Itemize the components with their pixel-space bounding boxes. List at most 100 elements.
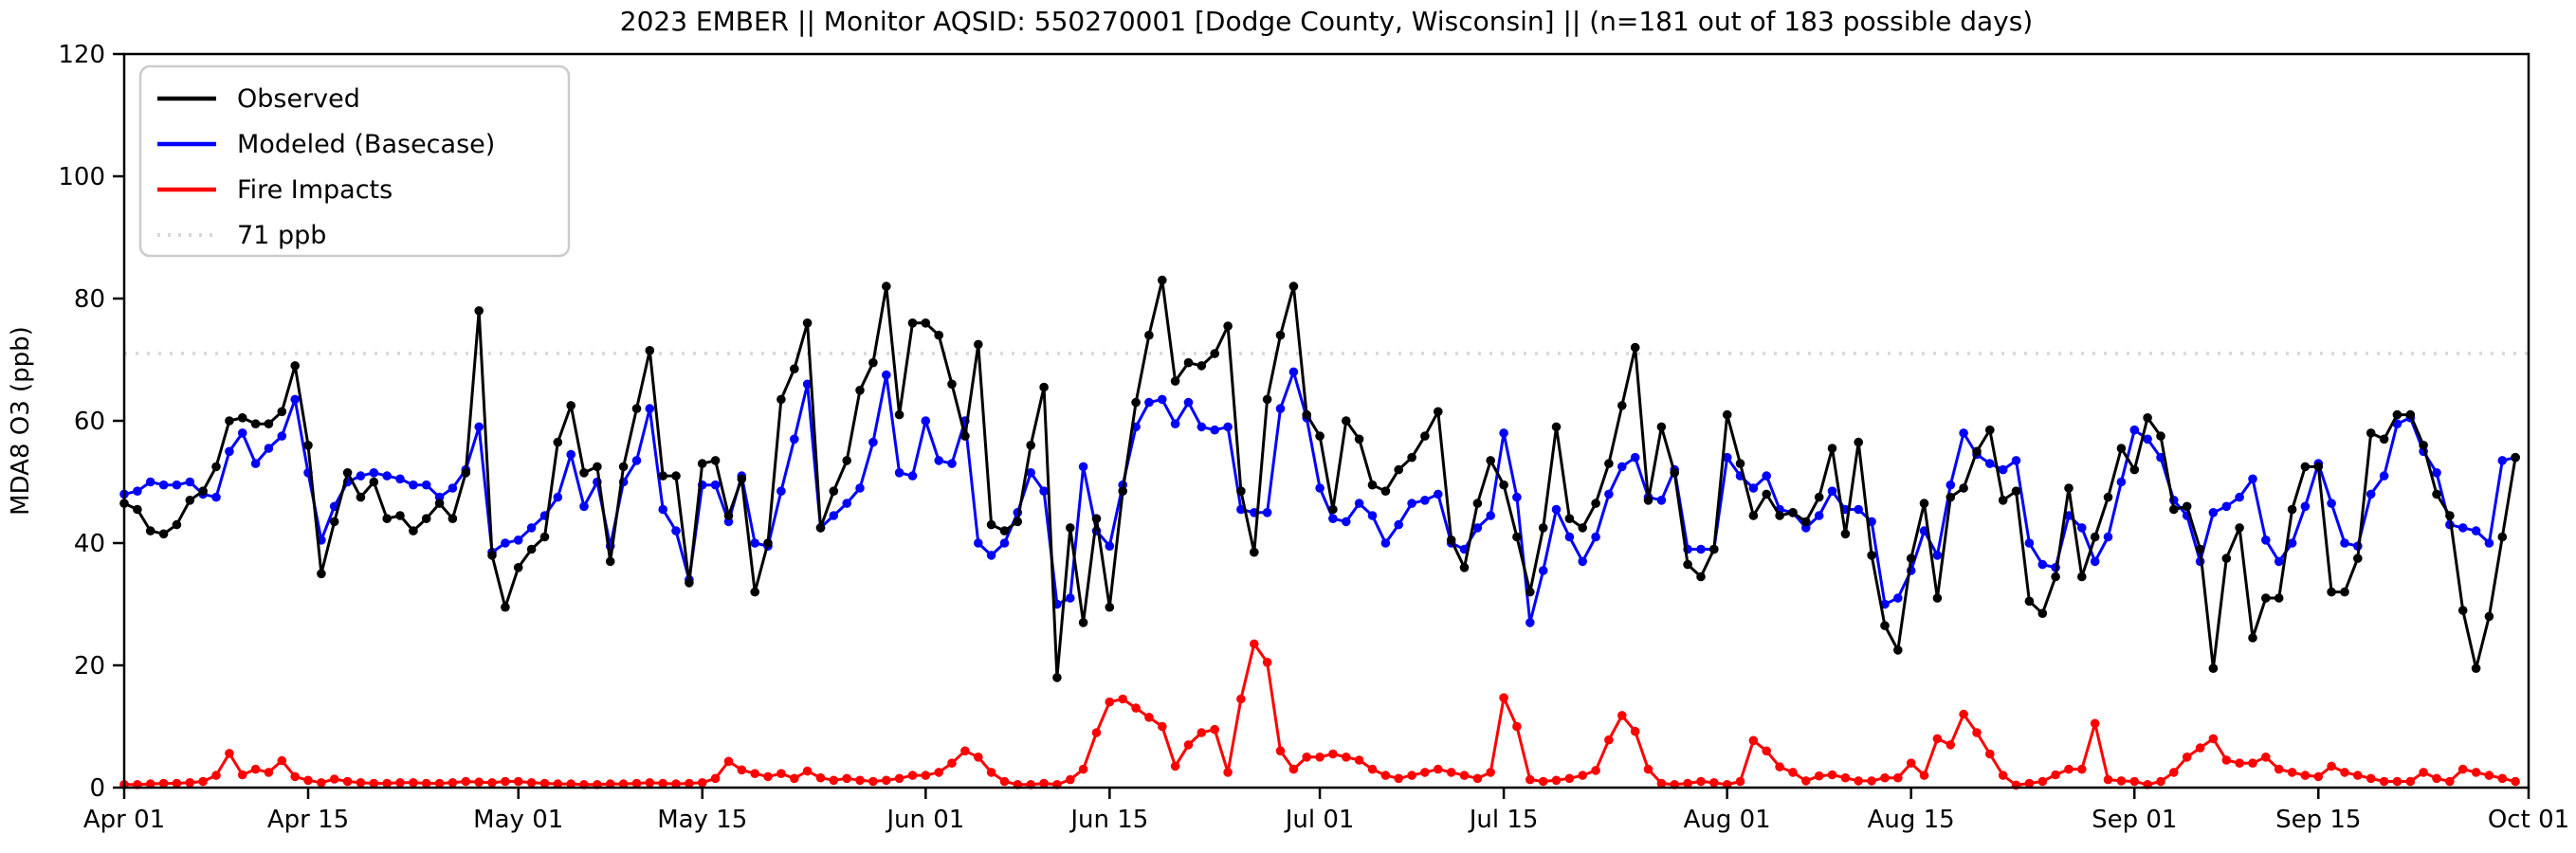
data-point: [815, 523, 826, 533]
data-point: [802, 766, 813, 776]
data-point: [1683, 778, 1692, 789]
data-point: [1486, 456, 1495, 465]
data-point: [579, 468, 589, 478]
data-point: [1288, 367, 1299, 377]
data-point: [2064, 483, 2074, 493]
data-point: [1223, 321, 1233, 331]
data-point: [1223, 768, 1233, 777]
data-point: [277, 407, 287, 417]
data-point: [1591, 499, 1600, 508]
data-point: [1026, 468, 1035, 478]
data-point: [1210, 349, 1219, 358]
data-point: [2051, 572, 2060, 582]
data-point: [907, 771, 918, 780]
data-point: [2195, 544, 2205, 554]
data-point: [2261, 535, 2271, 545]
data-point: [1762, 471, 1771, 481]
legend-label-observed: Observed: [237, 84, 360, 114]
data-point: [1459, 563, 1470, 572]
data-point: [2090, 718, 2100, 729]
data-point: [1105, 697, 1115, 707]
data-point: [2405, 776, 2416, 787]
data-point: [737, 765, 747, 775]
data-point: [2445, 776, 2455, 787]
data-point: [1342, 416, 1351, 426]
data-point: [2327, 499, 2336, 508]
data-point: [1512, 532, 1522, 542]
data-point: [2248, 758, 2257, 768]
data-point: [2129, 776, 2140, 787]
data-point: [448, 778, 458, 788]
data-point: [1946, 480, 1956, 490]
data-point: [1775, 762, 1784, 771]
data-point: [763, 771, 773, 782]
data-point: [526, 778, 537, 788]
data-point: [645, 778, 655, 788]
data-point: [671, 471, 681, 481]
data-series: [119, 275, 2520, 790]
data-point: [1840, 772, 1851, 783]
data-point: [579, 501, 589, 512]
data-point: [277, 431, 287, 441]
data-point: [618, 462, 629, 472]
data-point: [1998, 464, 2008, 475]
data-point: [1932, 593, 1943, 603]
data-point: [1197, 361, 1207, 371]
data-point: [329, 517, 339, 527]
data-point: [894, 409, 904, 420]
y-tick-label: 20: [74, 652, 105, 681]
y-tick-label: 80: [74, 285, 105, 314]
data-point: [2457, 606, 2468, 615]
data-point: [250, 764, 261, 774]
data-point: [1328, 504, 1338, 515]
data-point: [2300, 462, 2311, 472]
data-point: [1722, 452, 1732, 463]
data-point: [2471, 663, 2481, 673]
data-point: [133, 504, 142, 515]
data-point: [1472, 773, 1483, 784]
data-point: [1262, 508, 1272, 517]
data-point: [2457, 764, 2468, 774]
data-point: [882, 775, 891, 786]
data-point: [382, 778, 393, 789]
data-point: [974, 753, 983, 762]
data-point: [1354, 499, 1364, 508]
data-point: [1801, 517, 1811, 527]
data-point: [882, 281, 891, 291]
data-point: [237, 413, 247, 423]
data-point: [264, 444, 274, 453]
data-point: [2379, 471, 2389, 481]
data-point: [172, 778, 182, 789]
data-point: [1526, 774, 1535, 785]
data-point: [2511, 776, 2520, 787]
data-point: [1656, 778, 1667, 789]
chart-title: 2023 EMBER || Monitor AQSID: 550270001 […: [620, 6, 2033, 37]
data-point: [342, 468, 353, 478]
data-point: [1459, 771, 1470, 780]
data-point: [1078, 764, 1088, 774]
data-point: [1262, 394, 1272, 405]
data-point: [1275, 330, 1286, 340]
data-point: [2340, 768, 2349, 777]
data-point: [487, 551, 497, 560]
data-point: [1827, 444, 1837, 453]
data-point: [1472, 499, 1483, 508]
data-point: [448, 514, 458, 523]
x-tick-label: Aug 15: [1868, 806, 1955, 834]
data-point: [2405, 409, 2416, 420]
data-point: [290, 771, 301, 782]
data-point: [1183, 740, 1194, 750]
x-tick-label: May 01: [473, 806, 563, 834]
data-point: [1288, 764, 1299, 774]
data-point: [1420, 768, 1430, 777]
data-point: [593, 462, 602, 472]
data-point: [750, 587, 759, 597]
x-tick-label: Aug 01: [1684, 806, 1771, 834]
data-point: [1342, 753, 1351, 762]
data-point: [513, 535, 523, 545]
data-point: [317, 569, 326, 579]
data-point: [2103, 492, 2113, 502]
x-tick-label: Sep 01: [2092, 806, 2177, 834]
data-point: [1959, 709, 1968, 719]
data-point: [1643, 496, 1653, 505]
